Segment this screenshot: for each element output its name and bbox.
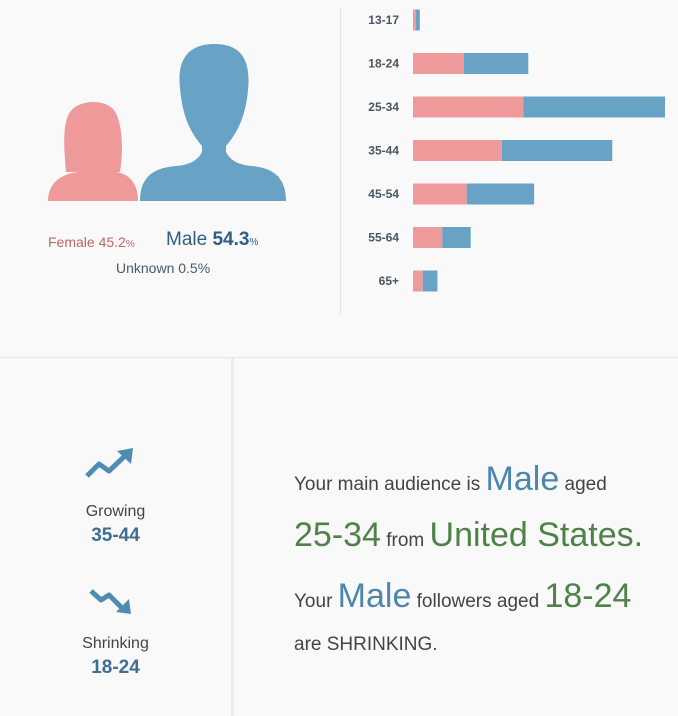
growing-trend: Growing 35-44 bbox=[85, 503, 146, 546]
age-label-25-34: 25-34 bbox=[368, 100, 399, 114]
section-divider bbox=[340, 8, 341, 314]
bar-female-65+ bbox=[413, 270, 423, 292]
age-label-45-54: 45-54 bbox=[368, 187, 399, 201]
age-distribution-chart: 13-17 18-24 25-34 35-44 45-54 55-64 65+ bbox=[368, 9, 666, 292]
trending-up-icon bbox=[85, 448, 133, 478]
age-label-65+: 65+ bbox=[379, 274, 399, 288]
bar-male-18-24 bbox=[463, 53, 529, 74]
age-label-18-24: 18-24 bbox=[368, 57, 399, 71]
female-share: Female 45.2% bbox=[48, 234, 135, 250]
insights-panel: Growing 35-44 Shrinking 18-24 bbox=[0, 357, 678, 716]
age-label-13-17: 13-17 bbox=[368, 13, 399, 27]
trending-down-icon bbox=[89, 589, 131, 614]
bar-female-35-44 bbox=[413, 140, 502, 161]
male-share: Male 54.3% bbox=[166, 229, 259, 250]
demographics-panel: Female 45.2% Male 54.3% Unknown 0.5% 13-… bbox=[0, 0, 678, 356]
bar-male-65+ bbox=[422, 270, 438, 292]
bar-female-18-24 bbox=[413, 53, 464, 74]
shrinking-trend: Shrinking 18-24 bbox=[82, 635, 149, 678]
female-silhouette-icon bbox=[48, 101, 138, 201]
bar-female-55-64 bbox=[413, 227, 443, 248]
gender-silhouettes bbox=[48, 44, 286, 201]
bar-female-13-17 bbox=[413, 9, 416, 31]
bar-male-55-64 bbox=[442, 227, 471, 248]
unknown-share: Unknown 0.5% bbox=[116, 260, 211, 276]
male-silhouette-icon bbox=[140, 44, 286, 201]
bar-female-25-34 bbox=[413, 96, 524, 118]
insights-divider bbox=[231, 358, 234, 716]
audience-summary: Your main audience is Male aged 25-34 fr… bbox=[294, 460, 644, 655]
age-label-55-64: 55-64 bbox=[368, 231, 399, 245]
bar-male-35-44 bbox=[501, 140, 613, 161]
age-label-35-44: 35-44 bbox=[368, 144, 399, 158]
bar-male-25-34 bbox=[523, 96, 666, 118]
bar-male-13-17 bbox=[415, 9, 420, 31]
bar-male-45-54 bbox=[466, 183, 535, 205]
bar-female-45-54 bbox=[413, 183, 467, 205]
